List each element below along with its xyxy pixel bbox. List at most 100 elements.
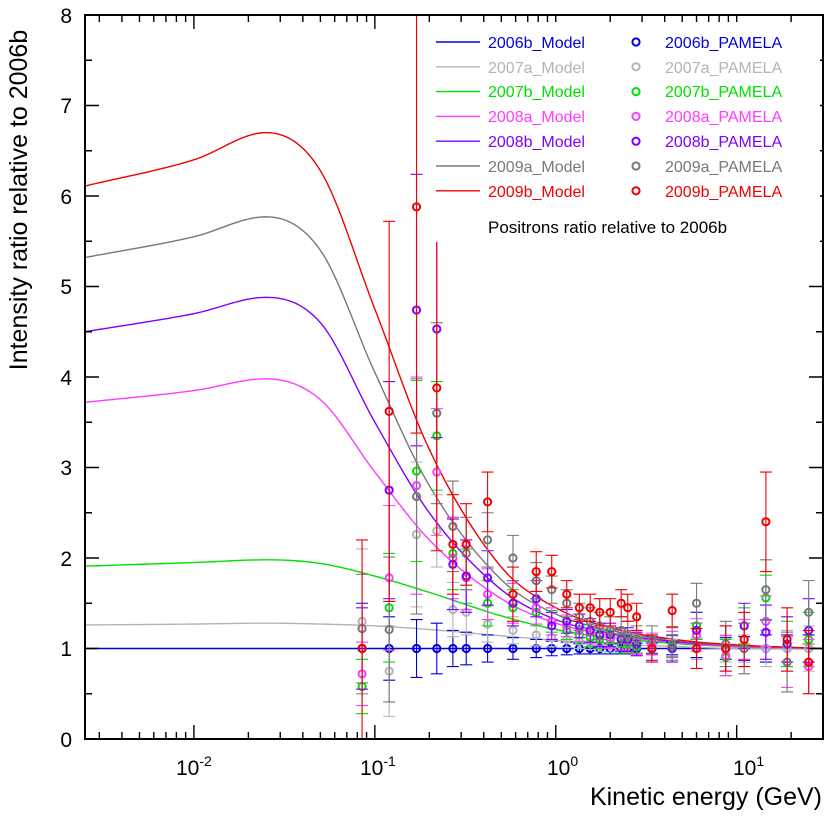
data-point: [411, 643, 422, 654]
y-tick-label: 2: [60, 548, 72, 571]
data-point: [384, 406, 394, 416]
y-tick-label: 0: [60, 729, 72, 752]
x-tick-base: 10: [547, 757, 570, 780]
x-tick-label: 100: [547, 753, 578, 780]
legend-pamela-label: 2008a_PAMELA: [665, 109, 782, 126]
axis-ticks: [85, 14, 824, 740]
legend-model-label: 2006b_Model: [488, 35, 585, 52]
data-point: [595, 607, 605, 617]
legend-pamela-label: 2006b_PAMELA: [665, 35, 782, 52]
legend-marker-swatch: [631, 186, 641, 196]
legend-pamela-label: 2008b_PAMELA: [665, 134, 782, 151]
x-tick-base: 10: [360, 757, 383, 780]
legend-model-label: 2009b_Model: [488, 184, 585, 201]
error-bar: [802, 629, 815, 695]
error-bar: [630, 602, 643, 631]
error-bar: [573, 593, 586, 622]
legend-marker-swatch: [631, 87, 641, 97]
data-point: [623, 630, 633, 640]
error-bar: [738, 611, 751, 668]
error-bar: [604, 598, 617, 627]
model-line-2009b_Model: [85, 131, 823, 650]
legend-marker-swatch: [631, 111, 641, 122]
chart-annotation: Positrons ratio relative to 2006b: [488, 218, 727, 237]
data-point: [482, 643, 493, 654]
x-tick-base: 10: [176, 757, 199, 780]
data-point: [667, 605, 677, 616]
data-point: [739, 634, 749, 645]
error-bar: [719, 625, 732, 672]
y-tick-label: 8: [60, 5, 72, 28]
data-point: [411, 202, 422, 212]
x-tick-labels: 10-2 10-1 100 101: [176, 753, 764, 780]
data-point: [508, 643, 518, 654]
axes-layer: [84, 14, 824, 740]
legend-pamela-label: 2007b_PAMELA: [665, 84, 782, 101]
data-point: [562, 589, 572, 599]
error-bar: [666, 627, 679, 661]
legend-model-label: 2009a_Model: [488, 159, 585, 176]
data-point: [691, 598, 702, 608]
error-bar: [666, 593, 679, 628]
y-tick-label: 5: [60, 276, 72, 299]
data-point: [357, 643, 367, 654]
data-point: [623, 603, 633, 613]
x-tick-exponent: 0: [570, 753, 578, 769]
legend-model-label: 2008a_Model: [488, 109, 585, 126]
data-point: [547, 566, 557, 577]
data-point: [562, 616, 572, 626]
data-point: [531, 630, 541, 640]
data-point: [585, 603, 595, 613]
data-point: [448, 539, 458, 550]
legend-model-label: 2008b_Model: [488, 134, 585, 151]
data-point: [761, 627, 771, 637]
y-tick-label: 6: [60, 186, 72, 209]
data-point: [508, 589, 518, 599]
data-point: [482, 497, 493, 507]
data-point: [482, 573, 493, 583]
data-point: [384, 624, 394, 635]
data-point: [508, 553, 518, 563]
y-tick-label: 4: [60, 367, 72, 390]
error-bar: [560, 580, 573, 609]
data-point: [616, 625, 626, 636]
data-point: [667, 639, 677, 649]
data-point: [782, 634, 792, 645]
y-tick-labels: 0 1 2 3 4 5 6 7 8: [60, 5, 72, 752]
data-point: [605, 607, 615, 617]
legend-marker-swatch: [631, 161, 641, 171]
error-bar: [460, 503, 473, 586]
data-point: [482, 535, 493, 545]
error-bar: [545, 611, 558, 640]
data-point: [432, 643, 442, 654]
x-axis-title: Kinetic energy (GeV): [590, 783, 822, 811]
error-bar: [410, 15, 423, 434]
legend-marker-swatch: [631, 37, 641, 47]
legend-background: [430, 22, 820, 242]
legend-marker-swatch: [631, 62, 641, 72]
error-bar: [615, 589, 628, 618]
x-tick-label: 10-2: [176, 753, 212, 780]
x-tick-exponent: -1: [383, 753, 396, 769]
error-bar: [759, 471, 772, 573]
error-bar: [545, 554, 558, 589]
legend-model-label: 2007b_Model: [488, 84, 585, 101]
data-point: [632, 634, 642, 645]
data-point: [574, 603, 584, 613]
y-axis-title: Intensity ratio relative to 2006b: [5, 30, 33, 370]
error-bar: [593, 598, 606, 627]
data-point: [691, 643, 702, 654]
error-bar: [530, 551, 543, 593]
data-point: [508, 625, 518, 636]
data-point: [761, 585, 771, 595]
plot-data-layer: [85, 15, 823, 739]
error-bar: [481, 471, 494, 533]
data-point: [804, 657, 814, 667]
data-point: [647, 643, 657, 654]
error-bar: [383, 220, 396, 602]
data-point: [432, 383, 442, 393]
data-point: [721, 643, 731, 654]
data-point: [448, 643, 458, 654]
legend-pamela-label: 2009b_PAMELA: [665, 184, 782, 201]
legend: 2006b_Model 2007a_Model 2007b_Model 2008…: [430, 22, 820, 242]
